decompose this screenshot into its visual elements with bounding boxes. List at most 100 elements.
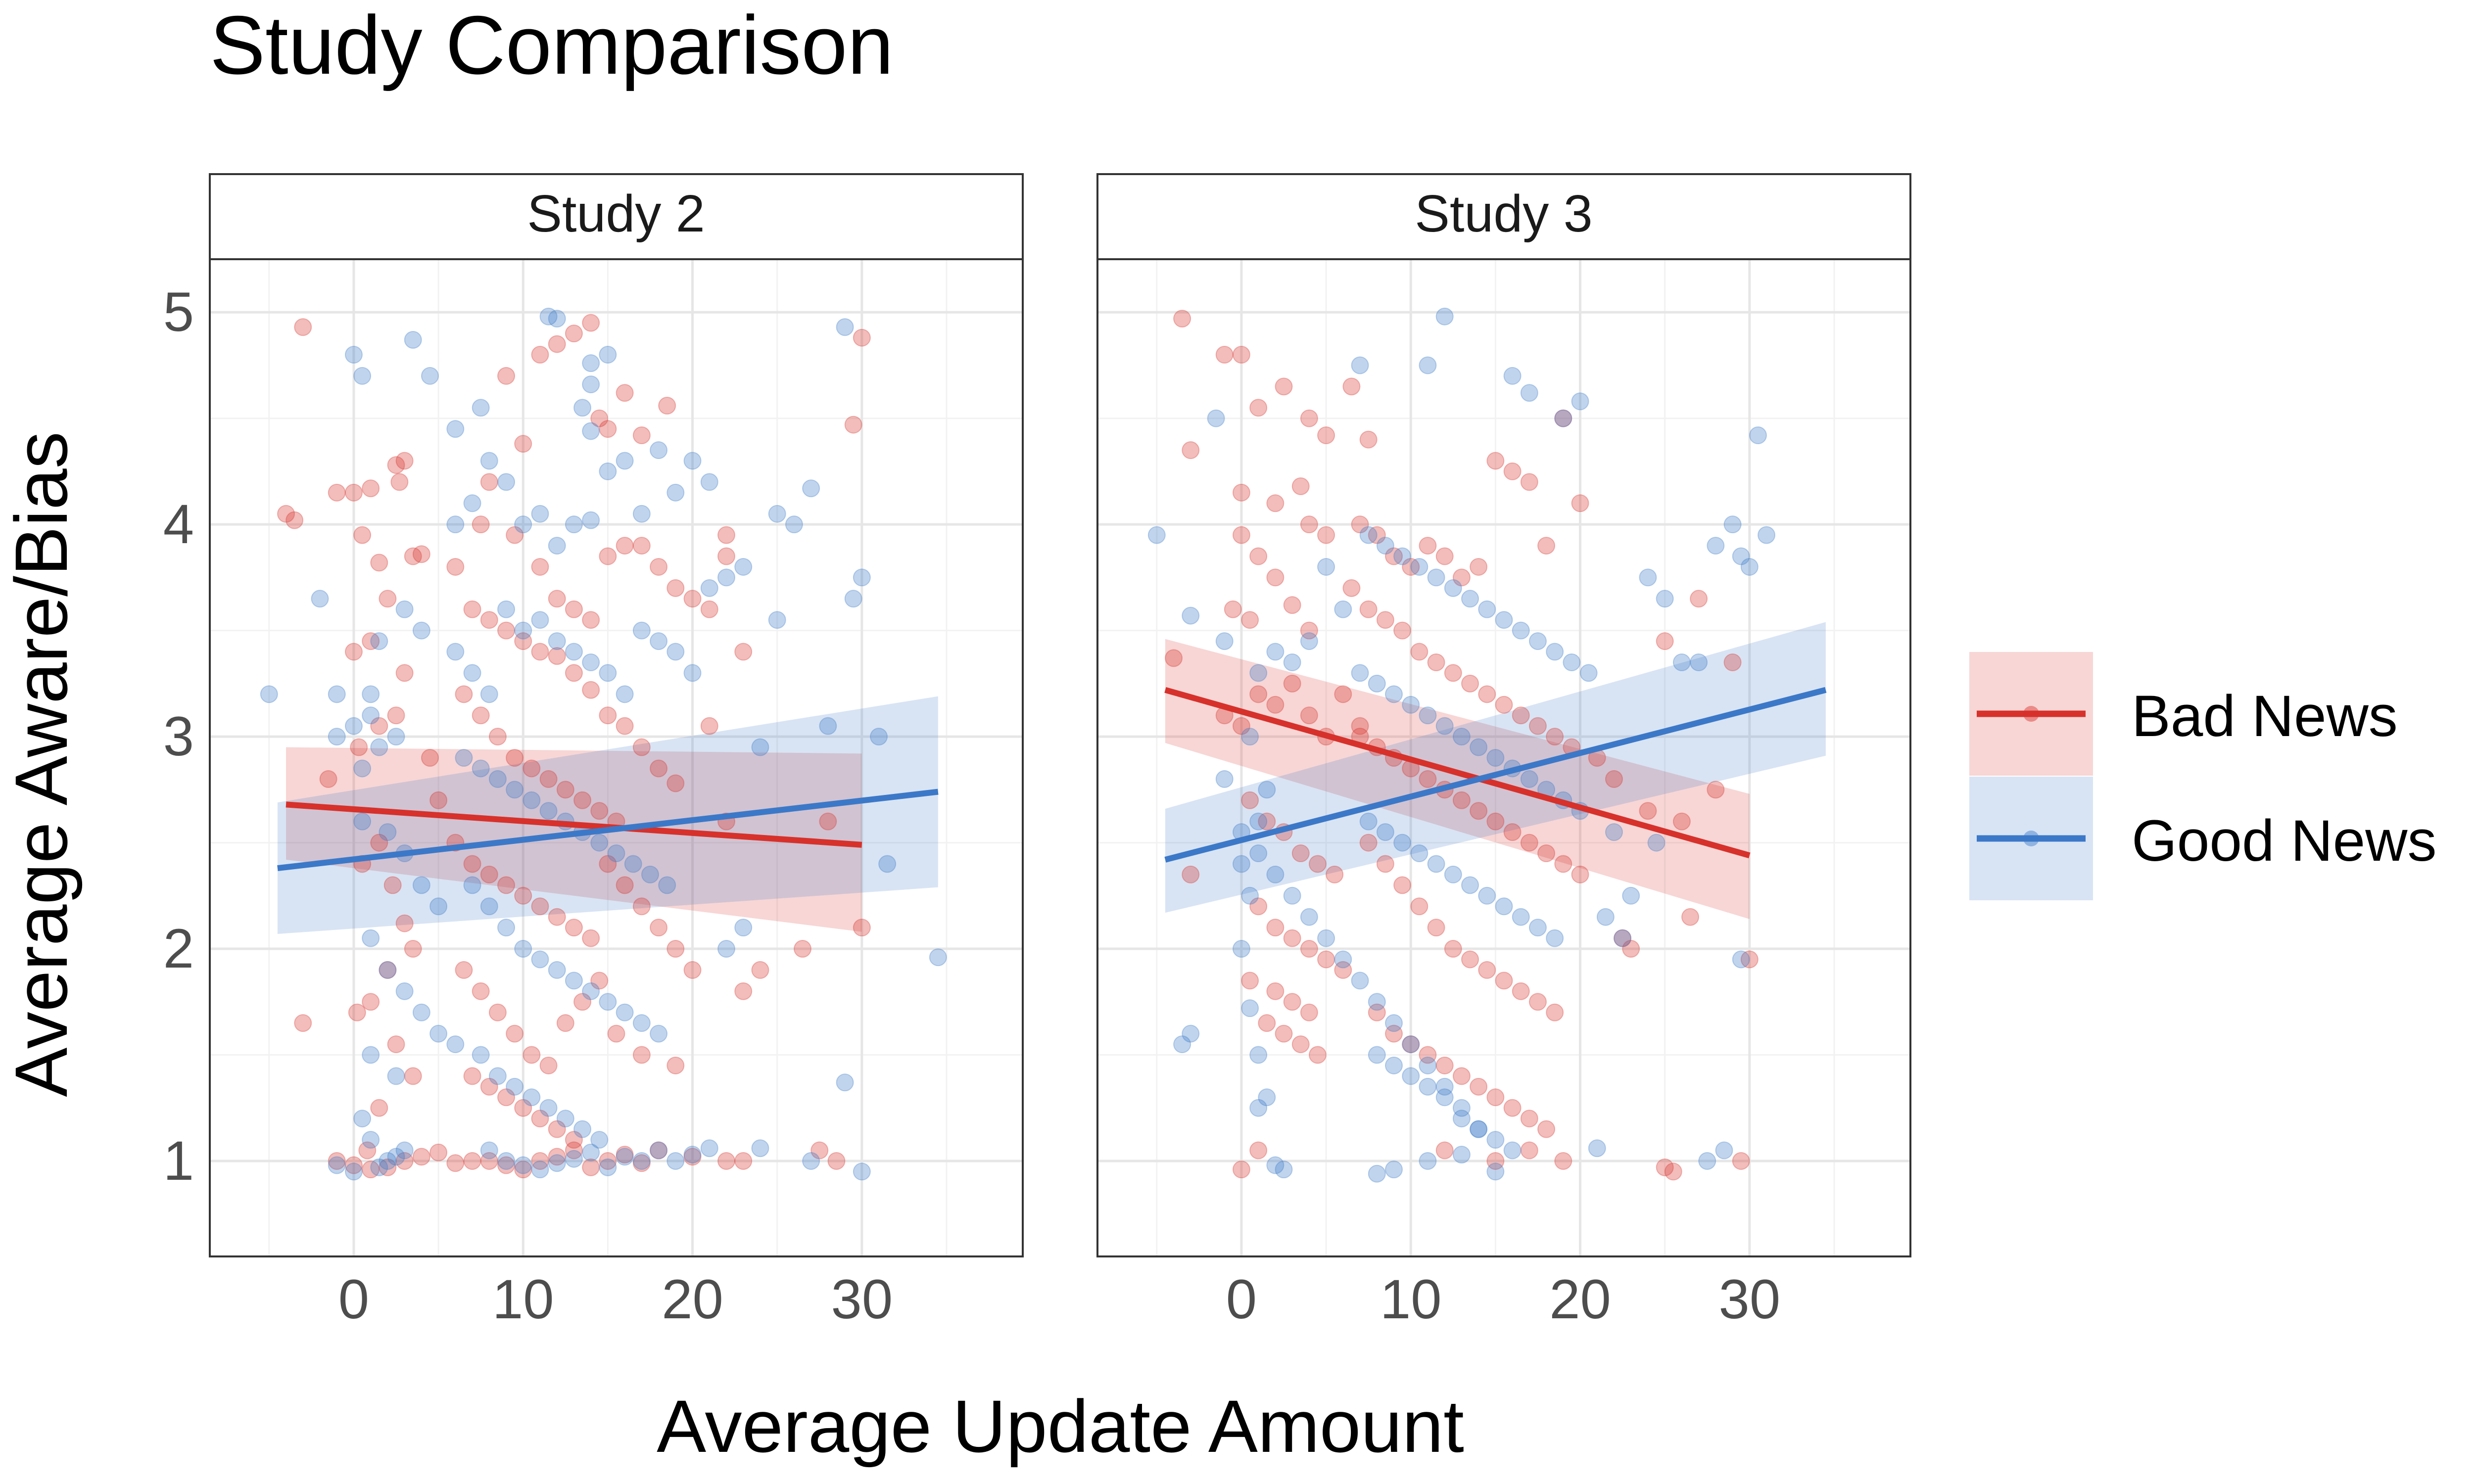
point-bad-news bbox=[395, 914, 414, 932]
point-bad-news bbox=[1232, 483, 1250, 502]
point-bad-news bbox=[404, 547, 422, 565]
point-good-news bbox=[1427, 568, 1445, 587]
point-bad-news bbox=[285, 511, 304, 529]
point-good-news bbox=[395, 982, 414, 1000]
point-good-news bbox=[1249, 844, 1268, 863]
point-good-news bbox=[565, 972, 583, 990]
fit-lines-study-3 bbox=[1164, 687, 1827, 863]
point-bad-news bbox=[1478, 961, 1496, 979]
point-bad-news bbox=[1232, 526, 1250, 544]
facet-strip-study-2 bbox=[209, 173, 1024, 260]
point-good-news bbox=[1690, 653, 1708, 671]
confidence-band-good-news bbox=[277, 696, 938, 934]
point-good-news bbox=[1419, 1056, 1437, 1074]
point-good-news bbox=[582, 375, 600, 394]
point-good-news bbox=[379, 1152, 397, 1170]
point-bad-news bbox=[1275, 1024, 1293, 1043]
point-good-news bbox=[700, 473, 718, 491]
point-bad-news bbox=[1283, 674, 1301, 693]
point-bad-news bbox=[387, 1035, 405, 1054]
point-good-news bbox=[328, 1156, 346, 1174]
point-bad-news bbox=[616, 384, 634, 402]
point-good-news bbox=[1215, 632, 1234, 650]
point-bad-news bbox=[827, 1152, 846, 1170]
point-good-news bbox=[650, 1024, 668, 1043]
point-good-news bbox=[446, 420, 465, 438]
point-bad-news bbox=[362, 1160, 380, 1179]
fit-lines-study-2 bbox=[277, 788, 939, 872]
point-bad-news bbox=[514, 1160, 532, 1179]
facet-study-3: Study 3 0 10 20 30 bbox=[1096, 173, 1911, 1330]
point-bad-news bbox=[480, 611, 498, 629]
point-bad-news bbox=[1308, 855, 1327, 873]
x-tick-label: 0 bbox=[338, 1268, 369, 1330]
fit-line-bad-news bbox=[1164, 687, 1751, 859]
point-good-news bbox=[1317, 929, 1335, 947]
point-bad-news bbox=[531, 346, 549, 364]
point-bad-news bbox=[531, 897, 549, 916]
point-bad-news bbox=[1351, 515, 1369, 534]
point-good-news bbox=[1351, 356, 1369, 374]
point-good-news bbox=[480, 1141, 498, 1159]
point-bad-news bbox=[506, 1024, 524, 1043]
point-bad-news bbox=[370, 1099, 388, 1117]
point-good-news bbox=[539, 307, 558, 325]
point-bad-news bbox=[344, 483, 363, 502]
point-good-news bbox=[1571, 392, 1589, 411]
point-bad-news bbox=[1554, 1152, 1572, 1170]
point-bad-news bbox=[344, 1156, 363, 1174]
point-bad-news bbox=[1470, 802, 1488, 820]
point-good-news bbox=[1359, 812, 1378, 831]
point-good-news bbox=[683, 664, 702, 682]
point-bad-news bbox=[1528, 717, 1547, 735]
point-bad-news bbox=[1486, 1088, 1505, 1107]
point-good-news bbox=[548, 1154, 566, 1172]
confidence-band-good-news bbox=[1165, 622, 1826, 913]
point-good-news bbox=[429, 897, 448, 916]
point-bad-news bbox=[1359, 600, 1378, 618]
point-good-news bbox=[353, 759, 372, 778]
point-bad-news bbox=[480, 473, 498, 491]
point-bad-news bbox=[632, 738, 651, 756]
point-good-news bbox=[1215, 770, 1234, 788]
point-good-news bbox=[1376, 823, 1394, 841]
point-bad-news bbox=[810, 1141, 829, 1159]
point-bad-news bbox=[463, 1067, 481, 1085]
point-bad-news bbox=[429, 1143, 448, 1161]
point-good-news bbox=[599, 1158, 617, 1176]
point-good-news bbox=[531, 950, 549, 969]
point-bad-news bbox=[497, 876, 516, 894]
point-bad-news bbox=[1334, 961, 1352, 979]
point-good-news bbox=[514, 940, 532, 958]
point-good-news bbox=[590, 1131, 609, 1149]
point-bad-news bbox=[1376, 611, 1394, 629]
point-good-news bbox=[632, 1014, 651, 1032]
point-bad-news bbox=[616, 876, 634, 894]
point-good-news bbox=[1241, 886, 1259, 905]
x-tick-label: 0 bbox=[1226, 1268, 1257, 1330]
point-bad-news bbox=[1546, 1003, 1564, 1021]
point-good-news bbox=[1698, 1152, 1716, 1170]
point-bad-news bbox=[1249, 1141, 1268, 1159]
point-bad-news bbox=[294, 318, 312, 336]
point-good-news bbox=[412, 876, 430, 894]
point-good-news bbox=[531, 505, 549, 523]
point-bad-news bbox=[523, 759, 541, 778]
point-good-news bbox=[1283, 653, 1301, 671]
point-bad-news bbox=[1520, 1141, 1538, 1159]
point-good-news bbox=[1605, 823, 1623, 841]
point-good-news bbox=[344, 1162, 363, 1181]
point-good-news bbox=[1283, 886, 1301, 905]
point-bad-news bbox=[1512, 982, 1530, 1000]
point-bad-news bbox=[1470, 1077, 1488, 1096]
point-good-news bbox=[1368, 674, 1386, 693]
point-bad-news bbox=[1495, 696, 1513, 714]
point-good-news bbox=[1182, 1024, 1200, 1043]
point-good-news bbox=[853, 568, 871, 587]
point-bad-news bbox=[1326, 865, 1344, 883]
point-bad-news bbox=[1291, 844, 1310, 863]
x-tick-label: 10 bbox=[1380, 1268, 1442, 1330]
point-good-news bbox=[1393, 834, 1412, 852]
point-good-news bbox=[395, 600, 414, 618]
point-good-news bbox=[1732, 950, 1750, 969]
